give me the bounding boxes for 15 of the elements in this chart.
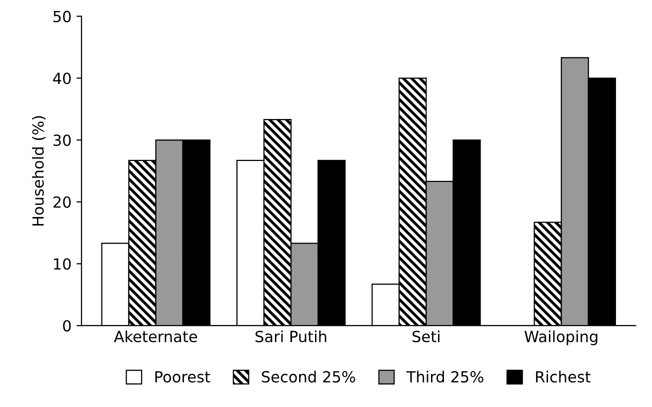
- y-tick-label: 10: [54, 258, 71, 270]
- x-tick-label: Sari Putih: [256, 330, 326, 342]
- x-tick-label: Seti: [412, 330, 440, 342]
- legend-label: Second 25%: [262, 370, 356, 383]
- y-tick-label: 20: [53, 196, 71, 208]
- legend-label: Poorest: [155, 371, 210, 383]
- x-tick-label: Aketernate: [114, 330, 198, 342]
- y-axis-title: Household (%): [32, 116, 46, 226]
- y-tick-label: 40: [53, 72, 71, 84]
- y-tick-label: 50: [54, 10, 71, 22]
- y-tick-label: 30: [54, 134, 71, 146]
- legend-label: Richest: [536, 370, 590, 383]
- y-tick-label: 0: [63, 320, 71, 332]
- legend-label: Third 25%: [406, 370, 484, 383]
- x-tick-label: Wailoping: [524, 330, 598, 346]
